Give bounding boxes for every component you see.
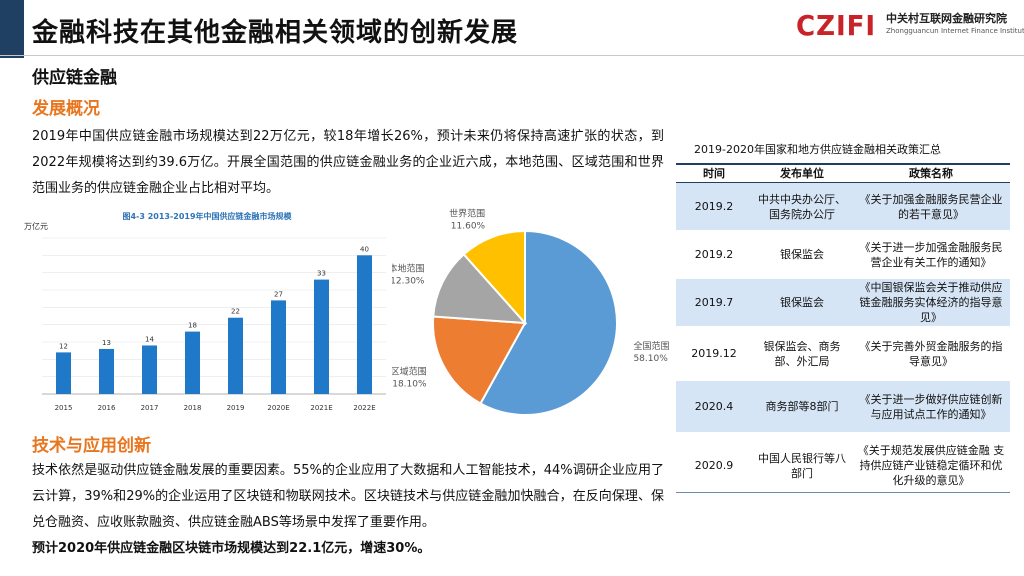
table-row: 2020.4 商务部等8部门 《关于进一步做好供应链创新与应用试点工作的通知》 bbox=[676, 380, 1010, 433]
slice-value-label: 12.30% bbox=[392, 277, 425, 287]
row-org: 银保监会、商务部、外汇局 bbox=[752, 326, 852, 381]
row-time: 2019.12 bbox=[676, 326, 752, 381]
row-org: 中共中央办公厅、国务院办公厅 bbox=[752, 182, 852, 231]
row-policy: 《关于规范发展供应链金融 支持供应链产业链稳定循环和优化升级的意见》 bbox=[852, 432, 1010, 499]
row-org: 中国人民银行等八部门 bbox=[752, 432, 852, 499]
institute-logo: CZIFI 中关村互联网金融研究院 Zhongguancun Internet … bbox=[796, 6, 1024, 46]
row-time: 2020.4 bbox=[676, 380, 752, 433]
slice-label: 区域范围 bbox=[392, 365, 427, 377]
row-policy: 《关于进一步做好供应链创新与应用试点工作的通知》 bbox=[852, 380, 1010, 433]
bar bbox=[228, 317, 243, 394]
header-time: 时间 bbox=[676, 166, 752, 183]
slice-value-label: 58.10% bbox=[633, 354, 668, 364]
table-row: 2019.2 中共中央办公厅、国务院办公厅 《关于加强金融服务民营企业的若干意见… bbox=[676, 182, 1010, 231]
x-tick-label: 2018 bbox=[184, 404, 202, 412]
overview-heading: 发展概况 bbox=[32, 99, 100, 119]
table-row: 2019.12 银保监会、商务部、外汇局 《关于完善外贸金融服务的指导意见》 bbox=[676, 326, 1010, 381]
business-scope-pie-chart: 全国范围 58.10% 区域范围 18.10% 本地范围 12.30% 世界范围 11.60% bbox=[392, 208, 669, 416]
data-label: 12 bbox=[59, 342, 68, 350]
row-policy: 《关于完善外贸金融服务的指导意见》 bbox=[852, 326, 1010, 381]
row-time: 2019.7 bbox=[676, 278, 752, 327]
bar bbox=[56, 352, 71, 394]
data-label: 18 bbox=[188, 322, 197, 330]
row-time: 2019.2 bbox=[676, 182, 752, 231]
policy-table-header: 时间 发布单位 政策名称 bbox=[676, 166, 1010, 183]
pie-slice bbox=[432, 252, 528, 325]
row-time: 2019.2 bbox=[676, 230, 752, 279]
row-org: 商务部等8部门 bbox=[752, 380, 852, 433]
x-tick-label: 2021E bbox=[310, 404, 332, 412]
policy-table: 时间 发布单位 政策名称 2019.2 中共中央办公厅、国务院办公厅 《关于加强… bbox=[676, 166, 1010, 499]
policy-table-bottom-rule bbox=[676, 492, 1010, 493]
table-row: 2020.9 中国人民银行等八部门 《关于规范发展供应链金融 支持供应链产业链稳… bbox=[676, 432, 1010, 499]
data-label: 40 bbox=[360, 245, 369, 253]
pie-slice bbox=[432, 315, 527, 405]
y-axis-label: 万亿元 bbox=[24, 221, 48, 231]
x-tick-label: 2022E bbox=[353, 404, 375, 412]
logo-name: 中关村互联网金融研究院 bbox=[886, 12, 1007, 25]
pie-slice bbox=[462, 229, 526, 326]
row-policy: 《中国银保监会关于推动供应链金融服务实体经济的指导意见》 bbox=[852, 278, 1010, 327]
data-label: 33 bbox=[317, 270, 326, 278]
policy-table-top-rule bbox=[676, 163, 1010, 165]
pie-slice bbox=[479, 229, 618, 416]
row-org: 银保监会 bbox=[752, 230, 852, 279]
slice-label: 本地范围 bbox=[392, 263, 424, 275]
bar bbox=[271, 300, 286, 394]
tech-conclusion: 预计2020年供应链金融区块链市场规模达到22.1亿元，增速30%。 bbox=[32, 541, 431, 556]
x-tick-label: 2019 bbox=[227, 404, 245, 412]
row-time: 2020.9 bbox=[676, 432, 752, 499]
title-divider bbox=[0, 55, 1024, 56]
x-tick-label: 2020E bbox=[267, 404, 289, 412]
overview-paragraph: 2019年中国供应链金融市场规模达到22万亿元，较18年增长26%，预计未来仍将… bbox=[32, 129, 664, 196]
x-tick-label: 2016 bbox=[98, 404, 116, 412]
x-tick-label: 2017 bbox=[141, 404, 159, 412]
policy-table-title: 2019-2020年国家和地方供应链金融相关政策汇总 bbox=[694, 143, 941, 156]
header-policy: 政策名称 bbox=[852, 166, 1010, 183]
slice-label: 全国范围 bbox=[633, 340, 669, 352]
row-policy: 《关于进一步加强金融服务民营企业有关工作的通知》 bbox=[852, 230, 1010, 279]
tech-heading: 技术与应用创新 bbox=[32, 436, 151, 456]
table-row: 2019.2 银保监会 《关于进一步加强金融服务民营企业有关工作的通知》 bbox=[676, 230, 1010, 279]
data-label: 14 bbox=[145, 335, 154, 343]
logo-subtitle: Zhongguancun Internet Finance Institute bbox=[886, 27, 1024, 35]
slice-value-label: 11.60% bbox=[451, 221, 486, 231]
chart-title: 图4-3 2013-2019年中国供应链金融市场规模 bbox=[122, 211, 292, 221]
row-org: 银保监会 bbox=[752, 278, 852, 327]
page-title: 金融科技在其他金融相关领域的创新发展 bbox=[32, 18, 519, 48]
slice-value-label: 18.10% bbox=[392, 379, 427, 389]
slice-label: 世界范围 bbox=[449, 208, 485, 219]
svg-text:CZIFI: CZIFI bbox=[796, 9, 876, 40]
bar bbox=[142, 345, 157, 394]
x-tick-label: 2015 bbox=[55, 404, 73, 412]
bar bbox=[185, 331, 200, 394]
czifi-logo-icon: CZIFI bbox=[796, 9, 876, 40]
data-label: 27 bbox=[274, 290, 283, 298]
row-policy: 《关于加强金融服务民营企业的若干意见》 bbox=[852, 182, 1010, 231]
accent-bar bbox=[0, 0, 24, 58]
table-row: 2019.7 银保监会 《中国银保监会关于推动供应链金融服务实体经济的指导意见》 bbox=[676, 278, 1010, 327]
bar bbox=[314, 279, 329, 394]
section-title: 供应链金融 bbox=[32, 68, 117, 88]
tech-paragraph: 技术依然是驱动供应链金融发展的重要因素。55%的企业应用了大数据和人工智能技术，… bbox=[32, 463, 664, 530]
header-org: 发布单位 bbox=[752, 166, 852, 183]
data-label: 13 bbox=[102, 339, 111, 347]
bar bbox=[99, 348, 114, 394]
data-label: 22 bbox=[231, 308, 240, 316]
bar bbox=[357, 255, 372, 394]
